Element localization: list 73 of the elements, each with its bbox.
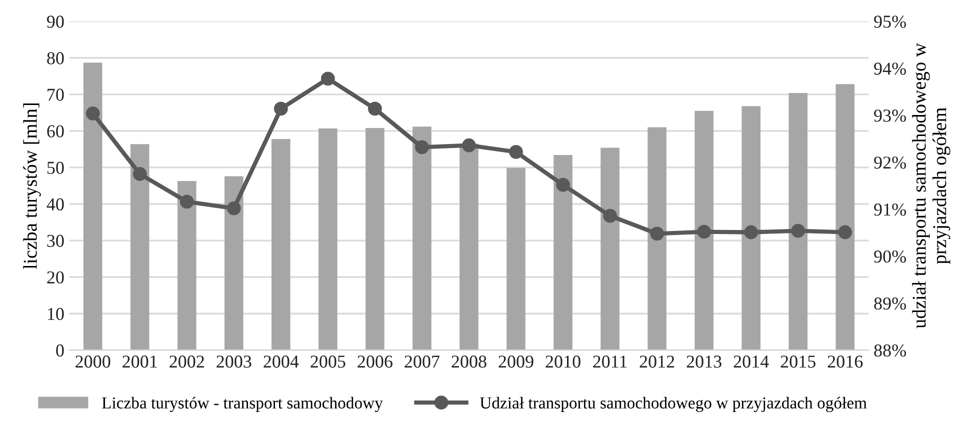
- x-tick-label: 2005: [310, 356, 346, 368]
- x-tick-label: 2014: [734, 356, 769, 368]
- y-tick-label: 30: [47, 234, 64, 247]
- bar: [83, 62, 102, 350]
- y-tick-label: 70: [48, 88, 64, 101]
- point: [509, 144, 523, 159]
- legend-label: Liczba turystów - transport samochodowy: [102, 396, 383, 412]
- point: [556, 178, 570, 192]
- y-tick-label: 0: [56, 344, 64, 357]
- point: [320, 72, 335, 86]
- x-tick-label: 2013: [686, 356, 722, 368]
- y2-tick-label: 89%: [874, 297, 906, 310]
- x-tick-label: 2012: [640, 356, 674, 368]
- y2-tick-label: 90%: [874, 250, 906, 263]
- bar: [318, 128, 338, 350]
- bar: [412, 126, 432, 350]
- point: [415, 140, 429, 154]
- x-tick-label: 2002: [170, 356, 204, 368]
- y2-tick-label: 93%: [874, 110, 906, 122]
- bar: [130, 144, 150, 350]
- point: [838, 225, 852, 240]
- y2-tick-label: 88%: [874, 344, 906, 357]
- bar: [554, 155, 572, 350]
- bar: [836, 84, 855, 350]
- x-tick-label: 2010: [546, 356, 580, 368]
- y-tick-label: 10: [48, 308, 64, 320]
- point: [697, 224, 712, 239]
- x-tick-label: 2008: [452, 356, 486, 368]
- bar: [694, 110, 714, 350]
- bar: [366, 128, 384, 350]
- point: [368, 102, 382, 116]
- bar: [272, 138, 290, 350]
- point: [603, 208, 617, 223]
- bar: [460, 144, 478, 350]
- point: [226, 201, 241, 216]
- bar: [648, 127, 666, 350]
- bar: [506, 168, 526, 350]
- x-tick-label: 2003: [216, 356, 252, 368]
- bar: [788, 92, 808, 350]
- x-tick-label: 2016: [828, 356, 863, 368]
- point: [274, 102, 288, 116]
- y-tick-label: 50: [47, 162, 64, 174]
- bar: [224, 176, 244, 350]
- bar: [177, 180, 196, 350]
- x-tick-label: 2004: [264, 356, 299, 368]
- y-tick-label: 90: [47, 16, 64, 28]
- x-tick-label: 2000: [76, 356, 110, 368]
- bar: [742, 106, 760, 350]
- x-tick-label: 2015: [780, 356, 816, 368]
- bar: [600, 148, 620, 350]
- x-tick-label: 2009: [498, 356, 534, 368]
- x-tick-label: 2011: [593, 356, 627, 368]
- point: [791, 224, 806, 238]
- x-tick-label: 2001: [122, 356, 157, 368]
- y-tick-label: 60: [47, 125, 64, 138]
- point: [180, 194, 194, 209]
- y-tick-label: 20: [47, 271, 64, 284]
- y-tick-label: 80: [47, 52, 64, 64]
- point: [744, 225, 758, 240]
- point: [650, 226, 664, 241]
- point: [132, 167, 147, 181]
- point: [86, 106, 100, 120]
- legend-label: Udział transportu samochodowego w przyjazdach ogółem: [480, 396, 867, 412]
- y2-tick-label: 95%: [874, 16, 906, 28]
- y-axis-title: liczba turystów [mln]: [23, 103, 41, 270]
- y2-tick-label: 91%: [874, 203, 906, 216]
- y2-axis-title: udział transportu samochodowego w przyjazdach ogółem: [912, 43, 950, 328]
- point: [462, 138, 476, 152]
- x-tick-label: 2007: [404, 356, 440, 368]
- y2-tick-label: 94%: [874, 62, 906, 75]
- y-tick-label: 40: [46, 198, 64, 210]
- x-tick-label: 2006: [358, 356, 392, 368]
- y2-tick-label: 92%: [874, 156, 906, 169]
